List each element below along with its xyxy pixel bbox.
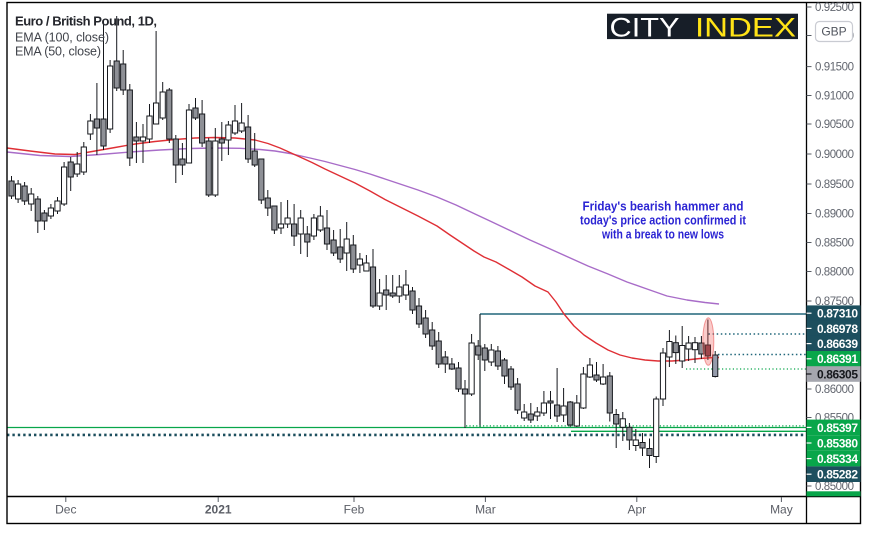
svg-text:INDEX: INDEX (695, 12, 796, 42)
svg-text:Feb: Feb (344, 503, 365, 517)
svg-text:0.88000: 0.88000 (815, 267, 854, 279)
svg-text:0.90000: 0.90000 (815, 149, 854, 161)
svg-text:0.91000: 0.91000 (815, 91, 854, 103)
svg-text:May: May (770, 503, 793, 517)
svg-text:0.86639: 0.86639 (817, 337, 858, 351)
svg-text:EMA (50, close): EMA (50, close) (15, 45, 101, 59)
svg-text:Euro / British Pound, 1D,: Euro / British Pound, 1D, (15, 14, 157, 29)
svg-text:0.90500: 0.90500 (815, 119, 854, 131)
svg-text:0.85380: 0.85380 (817, 436, 858, 450)
svg-text:0.86978: 0.86978 (817, 322, 858, 336)
svg-text:Mar: Mar (475, 503, 496, 517)
svg-text:0.87310: 0.87310 (817, 307, 858, 321)
svg-text:0.92500: 0.92500 (815, 2, 854, 14)
svg-text:Apr: Apr (627, 503, 646, 517)
svg-text:0.85282: 0.85282 (817, 468, 858, 482)
svg-text:Dec: Dec (55, 503, 76, 517)
svg-text:with a break to new lows: with a break to new lows (601, 228, 724, 242)
svg-text:2021: 2021 (205, 503, 232, 517)
svg-text:0.86000: 0.86000 (815, 384, 854, 396)
svg-text:0.91500: 0.91500 (815, 62, 854, 74)
svg-text:CITY: CITY (610, 12, 680, 42)
svg-text:0.85334: 0.85334 (817, 452, 858, 466)
svg-text:0.85000: 0.85000 (815, 481, 854, 493)
svg-text:0.85397: 0.85397 (817, 421, 858, 435)
svg-text:0.89500: 0.89500 (815, 179, 854, 191)
svg-text:0.89000: 0.89000 (815, 209, 854, 221)
svg-text:0.86391: 0.86391 (817, 352, 858, 366)
svg-text:today's price action confirmed: today's price action confirmed it (580, 214, 747, 228)
svg-text:0.87500: 0.87500 (815, 296, 854, 308)
svg-text:Friday's bearish hammer and: Friday's bearish hammer and (583, 200, 744, 214)
svg-text:0.86305: 0.86305 (817, 367, 858, 381)
svg-text:0.88500: 0.88500 (815, 238, 854, 250)
svg-text:GBP: GBP (821, 25, 846, 39)
svg-text:EMA (100, close): EMA (100, close) (15, 31, 109, 45)
